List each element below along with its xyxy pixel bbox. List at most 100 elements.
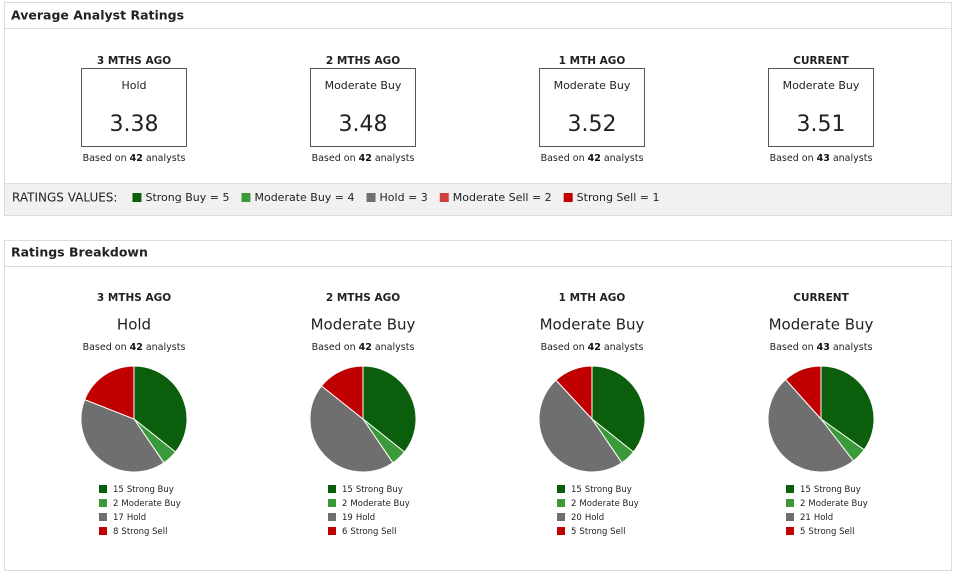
legend-text: Strong Sell = 1 bbox=[577, 191, 660, 204]
legend-swatch bbox=[328, 485, 336, 493]
legend-category: Hold bbox=[127, 513, 146, 523]
pie-legend: 2 Moderate Buy bbox=[113, 499, 181, 509]
based-on-text: Based on bbox=[312, 342, 356, 353]
pie-legend: 5 Strong Sell bbox=[800, 527, 855, 537]
pie-slice bbox=[784, 365, 822, 421]
based-on: Based on 42 analysts bbox=[83, 153, 186, 164]
legend-count: 6 bbox=[342, 527, 347, 537]
pie-legend: 17 Hold bbox=[113, 513, 146, 523]
legend-swatch bbox=[241, 193, 251, 202]
analysts-word: analysts bbox=[604, 342, 644, 353]
analysts-word: analysts bbox=[833, 153, 873, 164]
legend-category: Hold bbox=[814, 513, 833, 523]
rating-name: Hold bbox=[121, 79, 146, 92]
legend-count: 5 bbox=[571, 527, 576, 537]
legend-category: Moderate Buy bbox=[579, 499, 638, 509]
legend-swatch bbox=[328, 513, 336, 521]
legend-count: 8 bbox=[113, 527, 118, 537]
period-label: 1 MTH AGO bbox=[559, 55, 626, 67]
period-label: 2 MTHS AGO bbox=[326, 55, 400, 67]
based-on: Based on 42 analysts bbox=[312, 153, 415, 164]
legend-swatch bbox=[786, 485, 794, 493]
legend-swatch bbox=[563, 193, 573, 202]
legend-count: 15 bbox=[571, 485, 582, 495]
pie-subtitle: Moderate Buy bbox=[540, 316, 645, 334]
pie-legend: 5 Strong Sell bbox=[571, 527, 626, 537]
analyst-count: 42 bbox=[359, 342, 372, 353]
pie-slice bbox=[362, 365, 417, 453]
pie-legend: 15 Strong Buy bbox=[800, 485, 861, 495]
legend-text: Hold = 3 bbox=[380, 191, 428, 204]
legend-swatch bbox=[99, 485, 107, 493]
legend-swatch bbox=[99, 527, 107, 535]
legend-swatch bbox=[99, 499, 107, 507]
legend-swatch bbox=[557, 485, 565, 493]
legend-count: 19 bbox=[342, 513, 353, 523]
legend-category: Moderate Buy bbox=[808, 499, 867, 509]
legend-category: Moderate Buy bbox=[350, 499, 409, 509]
pie-slice bbox=[820, 365, 875, 451]
rating-box bbox=[539, 68, 645, 147]
legend-swatch bbox=[328, 499, 336, 507]
legend-count: 17 bbox=[113, 513, 124, 523]
pie-legend: 15 Strong Buy bbox=[571, 485, 632, 495]
rating-score: 3.52 bbox=[568, 112, 617, 137]
rating-box bbox=[81, 68, 187, 147]
legend-swatch bbox=[786, 499, 794, 507]
analyst-count: 42 bbox=[359, 153, 372, 164]
pie-legend: 21 Hold bbox=[800, 513, 833, 523]
legend-swatch bbox=[557, 527, 565, 535]
pie-legend: 2 Moderate Buy bbox=[342, 499, 410, 509]
legend-category: Hold bbox=[585, 513, 604, 523]
based-on-text: Based on bbox=[541, 342, 585, 353]
legend-swatch bbox=[366, 193, 376, 202]
analysts-word: analysts bbox=[146, 153, 186, 164]
legend-category: Strong Sell bbox=[121, 527, 167, 537]
legend-swatch bbox=[328, 527, 336, 535]
legend-text: Moderate Buy = 4 bbox=[254, 191, 354, 204]
rating-name: Moderate Buy bbox=[554, 79, 631, 92]
ratings-title: Average Analyst Ratings bbox=[11, 8, 184, 23]
legend-category: Strong Sell bbox=[808, 527, 854, 537]
analyst-count: 42 bbox=[130, 342, 143, 353]
pie-subtitle: Hold bbox=[117, 316, 151, 334]
values-label: RATINGS VALUES: bbox=[12, 191, 117, 205]
analyst-count: 42 bbox=[130, 153, 143, 164]
legend-swatch bbox=[439, 193, 449, 202]
pie-legend: 15 Strong Buy bbox=[113, 485, 174, 495]
legend-swatch bbox=[557, 513, 565, 521]
pie-slice bbox=[538, 379, 623, 473]
based-on: Based on 42 analysts bbox=[83, 342, 186, 353]
legend-category: Strong Sell bbox=[350, 527, 396, 537]
legend-count: 2 bbox=[571, 499, 576, 509]
based-on: Based on 42 analysts bbox=[541, 342, 644, 353]
legend-swatch bbox=[786, 527, 794, 535]
pie-legend: 15 Strong Buy bbox=[342, 485, 403, 495]
legend-category: Strong Sell bbox=[579, 527, 625, 537]
pie-title: 2 MTHS AGO bbox=[326, 292, 400, 304]
legend-swatch bbox=[99, 513, 107, 521]
legend-count: 21 bbox=[800, 513, 811, 523]
legend-swatch bbox=[132, 193, 142, 202]
rating-score: 3.48 bbox=[339, 112, 388, 137]
based-on-text: Based on bbox=[83, 342, 127, 353]
pie-slice bbox=[133, 365, 188, 453]
legend-category: Strong Buy bbox=[585, 485, 632, 495]
legend-swatch bbox=[786, 513, 794, 521]
rating-score: 3.38 bbox=[110, 112, 159, 137]
pie-legend: 8 Strong Sell bbox=[113, 527, 168, 537]
legend-count: 2 bbox=[342, 499, 347, 509]
pie-slice bbox=[84, 365, 135, 420]
legend-count: 15 bbox=[800, 485, 811, 495]
pie-legend: 2 Moderate Buy bbox=[571, 499, 639, 509]
pie-title: 3 MTHS AGO bbox=[97, 292, 171, 304]
analysts-word: analysts bbox=[375, 342, 415, 353]
legend-category: Hold bbox=[356, 513, 375, 523]
analysts-word: analysts bbox=[375, 153, 415, 164]
legend-count: 15 bbox=[342, 485, 353, 495]
legend-category: Strong Buy bbox=[814, 485, 861, 495]
analysts-word: analysts bbox=[146, 342, 186, 353]
rating-name: Moderate Buy bbox=[783, 79, 860, 92]
analysts-word: analysts bbox=[604, 153, 644, 164]
